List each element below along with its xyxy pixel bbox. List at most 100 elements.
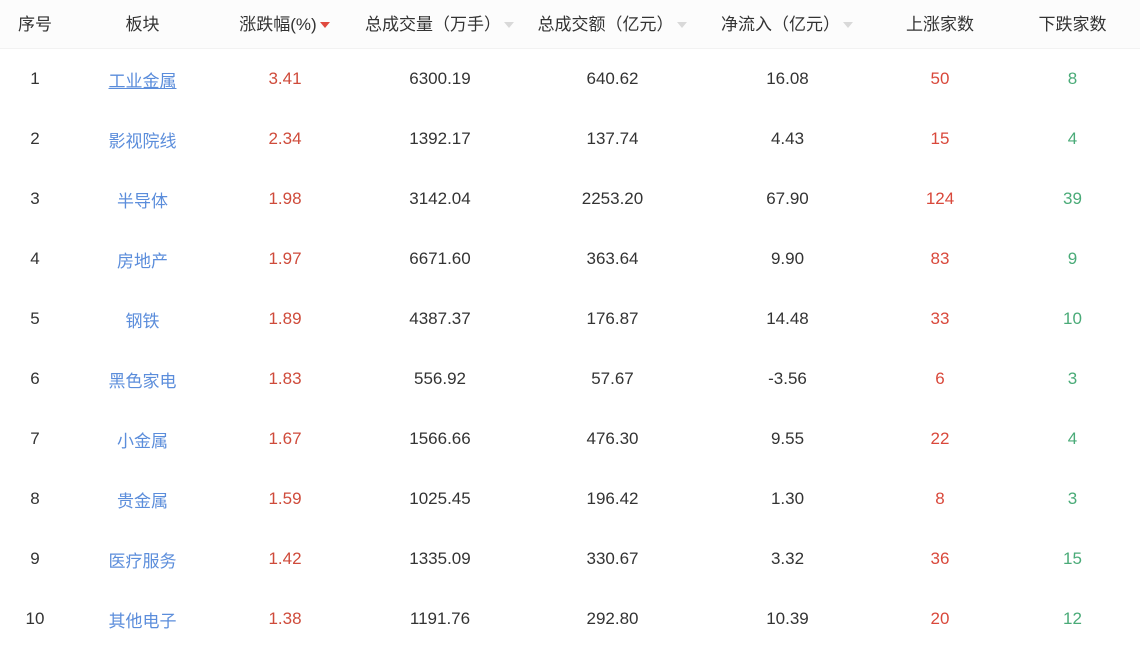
- column-header-sector: 板块: [70, 0, 215, 49]
- cell-change: 1.59: [215, 469, 355, 529]
- cell-down-count: 10: [1005, 289, 1140, 349]
- column-label-netflow: 净流入（亿元）: [721, 14, 840, 34]
- cell-amount: 57.67: [525, 349, 700, 409]
- cell-netflow: 14.48: [700, 289, 875, 349]
- sector-link[interactable]: 贵金属: [117, 491, 168, 511]
- column-label-down-count: 下跌家数: [1038, 14, 1107, 34]
- sector-link[interactable]: 半导体: [117, 191, 168, 211]
- cell-down-count: 8: [1005, 48, 1140, 109]
- cell-netflow: 3.32: [700, 529, 875, 589]
- table-row[interactable]: 1 工业金属 3.41 6300.19 640.62 16.08 50 8: [0, 48, 1140, 109]
- cell-volume: 6671.60: [355, 229, 525, 289]
- cell-amount: 292.80: [525, 589, 700, 649]
- sector-link[interactable]: 医疗服务: [108, 551, 177, 571]
- header-row: 序号 板块 涨跌幅(%) 总成交量（万手）: [0, 0, 1140, 49]
- cell-index: 1: [0, 48, 70, 109]
- cell-change: 2.34: [215, 109, 355, 169]
- cell-sector: 贵金属: [70, 469, 215, 529]
- table-row[interactable]: 8 贵金属 1.59 1025.45 196.42 1.30 8 3: [0, 469, 1140, 529]
- table-row[interactable]: 9 医疗服务 1.42 1335.09 330.67 3.32 36 15: [0, 529, 1140, 589]
- sort-toggle-icon-volume[interactable]: [504, 19, 515, 30]
- cell-sector: 其他电子: [70, 589, 215, 649]
- cell-netflow: 9.90: [700, 229, 875, 289]
- sector-link[interactable]: 房地产: [117, 251, 168, 271]
- cell-amount: 137.74: [525, 109, 700, 169]
- cell-netflow: -3.56: [700, 349, 875, 409]
- sort-descending-icon[interactable]: [319, 19, 331, 30]
- column-header-volume[interactable]: 总成交量（万手）: [355, 0, 525, 49]
- cell-change: 1.83: [215, 349, 355, 409]
- cell-down-count: 15: [1005, 529, 1140, 589]
- cell-index: 3: [0, 169, 70, 229]
- column-header-amount[interactable]: 总成交额（亿元）: [525, 0, 700, 49]
- cell-netflow: 10.39: [700, 589, 875, 649]
- cell-change: 1.98: [215, 169, 355, 229]
- column-header-change[interactable]: 涨跌幅(%): [215, 0, 355, 49]
- sort-toggle-icon-netflow[interactable]: [843, 19, 854, 30]
- cell-sector: 小金属: [70, 409, 215, 469]
- cell-amount: 476.30: [525, 409, 700, 469]
- cell-up-count: 124: [875, 169, 1005, 229]
- sector-link[interactable]: 工业金属: [108, 71, 177, 91]
- column-header-up-count: 上涨家数: [875, 0, 1005, 49]
- cell-index: 6: [0, 349, 70, 409]
- cell-sector: 影视院线: [70, 109, 215, 169]
- cell-amount: 330.67: [525, 529, 700, 589]
- cell-up-count: 8: [875, 469, 1005, 529]
- cell-up-count: 50: [875, 48, 1005, 109]
- cell-netflow: 9.55: [700, 409, 875, 469]
- sector-link[interactable]: 影视院线: [108, 131, 177, 151]
- sector-link[interactable]: 钢铁: [125, 311, 160, 331]
- cell-index: 8: [0, 469, 70, 529]
- cell-volume: 556.92: [355, 349, 525, 409]
- cell-amount: 196.42: [525, 469, 700, 529]
- column-header-index: 序号: [0, 0, 70, 49]
- cell-amount: 640.62: [525, 48, 700, 109]
- cell-netflow: 1.30: [700, 469, 875, 529]
- cell-netflow: 4.43: [700, 109, 875, 169]
- column-label-amount: 总成交额（亿元）: [537, 14, 674, 34]
- cell-sector: 房地产: [70, 229, 215, 289]
- table-row[interactable]: 2 影视院线 2.34 1392.17 137.74 4.43 15 4: [0, 109, 1140, 169]
- cell-index: 2: [0, 109, 70, 169]
- cell-volume: 3142.04: [355, 169, 525, 229]
- table-row[interactable]: 7 小金属 1.67 1566.66 476.30 9.55 22 4: [0, 409, 1140, 469]
- table-row[interactable]: 5 钢铁 1.89 4387.37 176.87 14.48 33 10: [0, 289, 1140, 349]
- table-row[interactable]: 4 房地产 1.97 6671.60 363.64 9.90 83 9: [0, 229, 1140, 289]
- column-header-down-count: 下跌家数: [1005, 0, 1140, 49]
- cell-netflow: 67.90: [700, 169, 875, 229]
- cell-index: 4: [0, 229, 70, 289]
- cell-up-count: 15: [875, 109, 1005, 169]
- cell-index: 10: [0, 589, 70, 649]
- column-header-netflow[interactable]: 净流入（亿元）: [700, 0, 875, 49]
- cell-down-count: 3: [1005, 349, 1140, 409]
- cell-up-count: 6: [875, 349, 1005, 409]
- sort-toggle-icon-amount[interactable]: [676, 19, 688, 30]
- sector-link[interactable]: 其他电子: [108, 611, 177, 631]
- column-label-volume: 总成交量（万手）: [365, 14, 501, 34]
- cell-netflow: 16.08: [700, 48, 875, 109]
- cell-sector: 黑色家电: [70, 349, 215, 409]
- cell-down-count: 39: [1005, 169, 1140, 229]
- cell-change: 3.41: [215, 48, 355, 109]
- cell-sector: 半导体: [70, 169, 215, 229]
- column-label-index: 序号: [18, 14, 52, 34]
- cell-volume: 6300.19: [355, 48, 525, 109]
- table-row[interactable]: 6 黑色家电 1.83 556.92 57.67 -3.56 6 3: [0, 349, 1140, 409]
- table-body: 1 工业金属 3.41 6300.19 640.62 16.08 50 8 2 影视院线 2.34 1…: [0, 48, 1140, 649]
- cell-index: 5: [0, 289, 70, 349]
- cell-sector: 医疗服务: [70, 529, 215, 589]
- cell-up-count: 22: [875, 409, 1005, 469]
- sector-link[interactable]: 小金属: [117, 431, 168, 451]
- table-row[interactable]: 10 其他电子 1.38 1191.76 292.80 10.39 20 12: [0, 589, 1140, 649]
- cell-volume: 1566.66: [355, 409, 525, 469]
- cell-down-count: 3: [1005, 469, 1140, 529]
- cell-volume: 1025.45: [355, 469, 525, 529]
- sector-link[interactable]: 黑色家电: [108, 371, 177, 391]
- cell-amount: 363.64: [525, 229, 700, 289]
- cell-down-count: 4: [1005, 409, 1140, 469]
- table-header: 序号 板块 涨跌幅(%) 总成交量（万手）: [0, 0, 1140, 49]
- cell-index: 9: [0, 529, 70, 589]
- cell-down-count: 9: [1005, 229, 1140, 289]
- table-row[interactable]: 3 半导体 1.98 3142.04 2253.20 67.90 124 39: [0, 169, 1140, 229]
